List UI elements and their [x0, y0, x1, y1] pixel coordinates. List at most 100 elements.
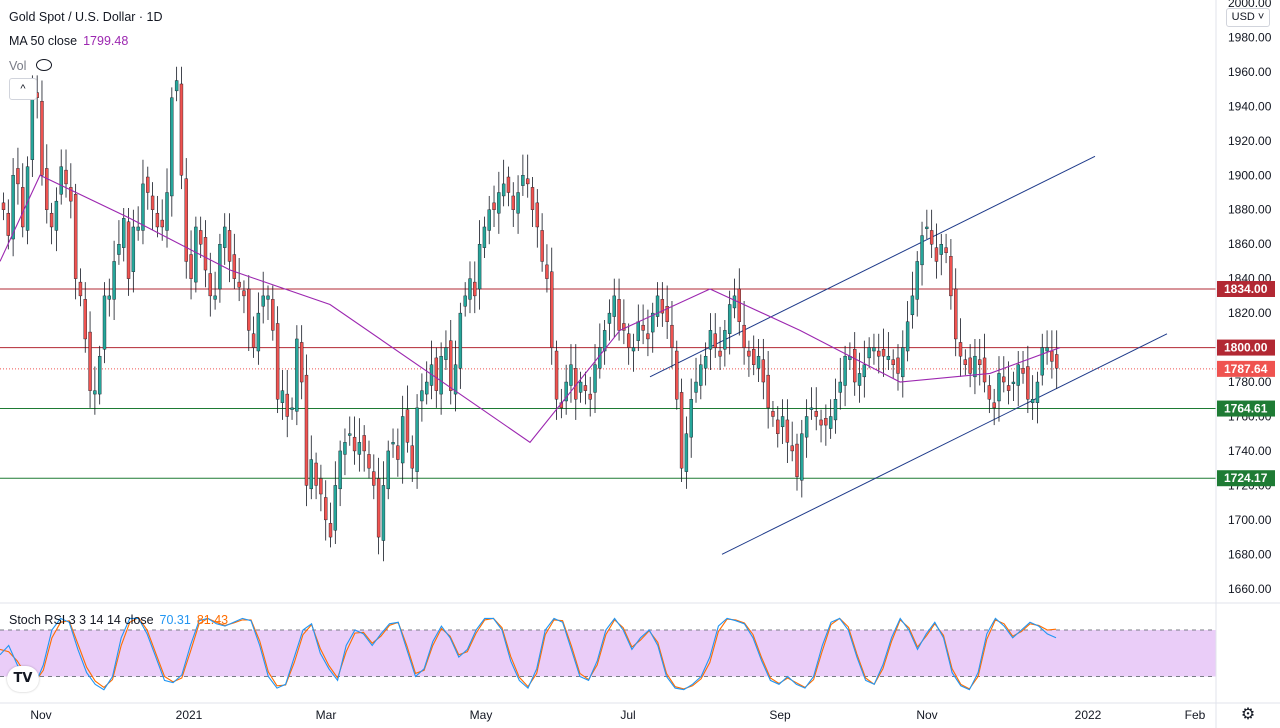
time-tick-label: Feb [1185, 708, 1206, 722]
candle-body [756, 355, 761, 369]
candle-body [338, 450, 342, 490]
candle-body [857, 373, 862, 386]
candle-body [992, 402, 996, 409]
candle-body [468, 278, 472, 300]
candle-body [651, 312, 655, 333]
symbol-title[interactable]: Gold Spot / U.S. Dollar · 1D [9, 10, 163, 24]
candle-body [1030, 399, 1035, 403]
trend-channel [649, 155, 1168, 555]
vol-legend[interactable]: Vol [9, 58, 52, 73]
candle-body [800, 433, 804, 481]
candle-body [944, 247, 948, 254]
candle-body [247, 288, 251, 331]
candle-body [285, 393, 289, 417]
candle-body [1045, 347, 1049, 352]
price-tick-label: 1700.00 [1228, 513, 1272, 527]
chart-title-row: Gold Spot / U.S. Dollar · 1D [9, 10, 163, 24]
candle-body [434, 357, 439, 391]
candle-body [174, 80, 179, 92]
collapse-legend-button[interactable]: ^ [9, 78, 37, 100]
candle-body [256, 312, 261, 352]
candle-body [107, 295, 112, 300]
candle-body [6, 212, 11, 236]
candle-body [21, 187, 25, 228]
candle-body [102, 295, 107, 350]
candle-body [136, 226, 140, 231]
candle-body [675, 350, 679, 400]
candle-body [352, 436, 357, 452]
candle-body [703, 355, 708, 369]
gear-icon[interactable]: ⚙ [1240, 706, 1256, 723]
time-tick-label: 2022 [1075, 708, 1102, 722]
candle-body [550, 271, 554, 348]
candle-body [93, 390, 97, 395]
candle-body [83, 299, 87, 340]
time-tick-label: Mar [316, 708, 337, 722]
candle-body [208, 273, 212, 297]
candle-body [304, 374, 309, 486]
candle-body [920, 235, 924, 266]
candle-body [131, 226, 136, 272]
candle-body [1040, 347, 1044, 376]
eye-hidden-icon[interactable] [35, 59, 52, 71]
candle-body [554, 350, 559, 400]
candle-body [843, 355, 847, 386]
candle-body [881, 349, 886, 357]
candle-body [814, 411, 818, 417]
candle-body [641, 324, 645, 331]
candle-body [780, 416, 785, 428]
candle-body [357, 442, 362, 455]
candle-body [391, 442, 395, 445]
time-tick-label: 2021 [176, 708, 203, 722]
candle-body [64, 169, 68, 185]
candle-body [227, 230, 232, 262]
candle-body [203, 237, 208, 271]
candle-body [987, 385, 992, 400]
price-label-box [1217, 339, 1275, 356]
candle-body [237, 281, 241, 288]
candle-body [569, 364, 573, 386]
candle-body [386, 450, 390, 490]
candle-body [790, 445, 794, 452]
price-label-text: 1800.00 [1224, 341, 1268, 355]
candle-body [708, 330, 713, 350]
candle-body [939, 243, 943, 255]
ma-legend[interactable]: MA 50 close 1799.48 [9, 34, 128, 48]
candle-body [963, 359, 968, 366]
price-tick-label: 1880.00 [1228, 203, 1272, 217]
candle-body [309, 459, 313, 490]
candle-body [578, 381, 583, 393]
candle-body [1016, 364, 1020, 386]
candle-body [752, 349, 756, 365]
candle-body [958, 342, 963, 357]
stoch-label: Stoch RSI 3 3 14 14 close [9, 613, 154, 627]
price-tick-label: 2000.00 [1228, 0, 1272, 10]
candle-body [540, 230, 544, 262]
candle-body [776, 419, 780, 434]
vol-label: Vol [9, 59, 27, 73]
price-label-text: 1724.17 [1224, 471, 1268, 485]
candle-body [487, 209, 491, 231]
candle-body [699, 364, 703, 386]
candle-body [396, 445, 400, 460]
candle-body [16, 168, 20, 185]
tradingview-logo-icon[interactable]: TV [7, 666, 39, 692]
candle-body [40, 101, 44, 176]
candle-body [477, 243, 482, 290]
candle-body [324, 497, 328, 521]
candle-body [367, 454, 371, 469]
candle-body [251, 333, 256, 348]
candle-body [328, 523, 333, 538]
candle-body [343, 442, 347, 455]
stoch-legend[interactable]: Stoch RSI 3 3 14 14 close 70.31 81.43 [9, 613, 228, 627]
candle-body [530, 187, 535, 210]
candle-body [718, 350, 722, 357]
candle-body [679, 392, 684, 469]
candle-body [737, 288, 741, 322]
candle-body [290, 407, 294, 410]
candle-body [49, 212, 54, 228]
candle-body [828, 416, 833, 429]
candle-body [660, 299, 665, 314]
currency-select[interactable]: USD ˅ [1226, 8, 1270, 27]
